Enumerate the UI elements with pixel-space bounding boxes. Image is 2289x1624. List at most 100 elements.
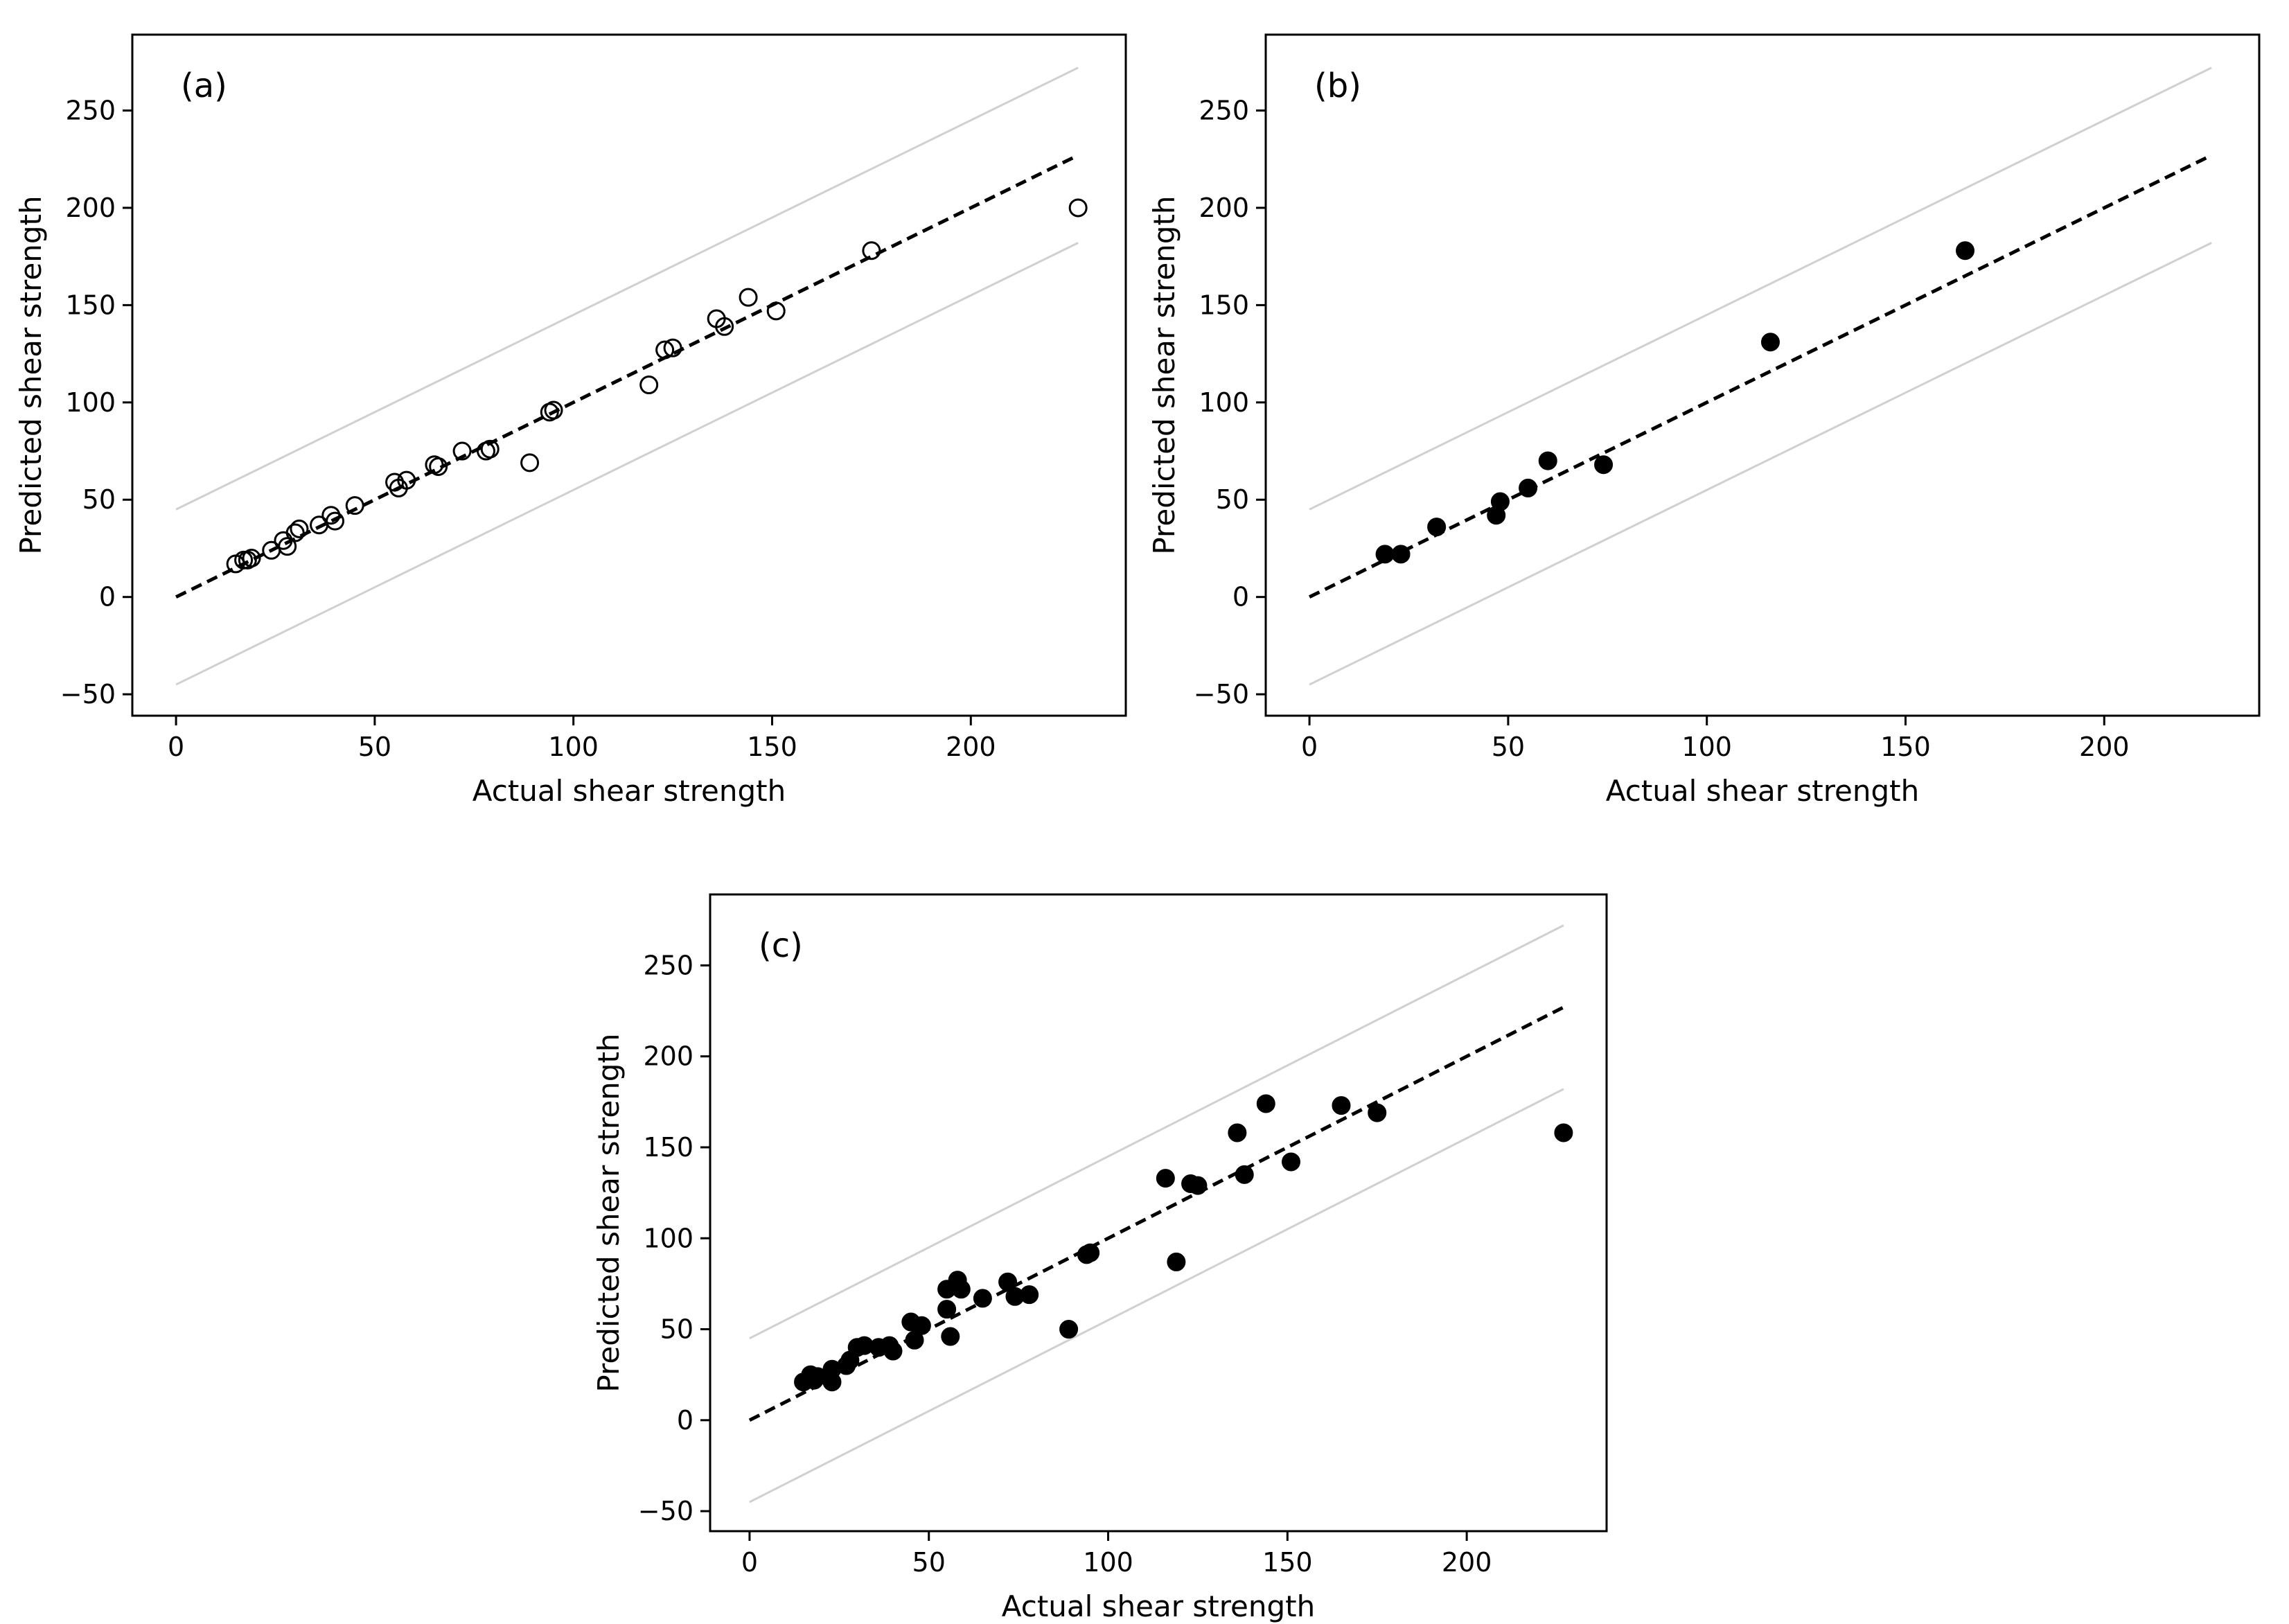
data-point: [715, 317, 734, 336]
data-point: [883, 1341, 903, 1361]
y-tick-label: 50: [660, 1314, 693, 1345]
data-point: [285, 523, 305, 542]
plot-area: [1308, 67, 2213, 686]
x-tick-label: 50: [912, 1547, 946, 1578]
x-tick-label: 50: [358, 732, 391, 762]
data-point: [663, 338, 682, 358]
data-point: [1554, 1123, 1573, 1142]
data-point: [1427, 518, 1447, 537]
data-point: [397, 470, 416, 490]
y-tick-label: 200: [643, 1041, 693, 1072]
data-point: [1228, 1123, 1247, 1142]
y-tick-label: 50: [82, 484, 116, 515]
y-tick-label: −50: [60, 679, 116, 709]
y-tick-label: 100: [643, 1223, 693, 1253]
data-point: [1375, 545, 1395, 564]
data-point: [480, 439, 500, 459]
data-point: [1391, 545, 1411, 564]
data-point: [1188, 1176, 1208, 1195]
data-point: [1368, 1103, 1387, 1122]
data-point: [345, 496, 364, 515]
data-point: [951, 1280, 971, 1299]
x-tick-label: 0: [1301, 732, 1318, 762]
upper-bound-line: [749, 924, 1564, 1340]
lower-bound-line: [175, 242, 1079, 686]
y-tick-label: 50: [1216, 484, 1249, 515]
data-point: [278, 537, 297, 556]
chart-panel-1: 0 50 100 150 200 −50 0 50 100 150 200 250 Actual she…: [14, 33, 1127, 808]
data-point: [1490, 492, 1510, 511]
x-tick-label: 100: [548, 732, 599, 762]
y-tick-label: 150: [1199, 290, 1249, 320]
data-point: [1538, 451, 1557, 470]
lower-bound-line: [749, 1088, 1564, 1503]
x-tick-label: 50: [1492, 732, 1525, 762]
plot-area: [748, 924, 1573, 1503]
y-tick-label: 0: [677, 1405, 693, 1436]
x-tick-label: 0: [741, 1547, 758, 1578]
data-point: [941, 1327, 960, 1346]
data-point: [912, 1316, 931, 1335]
data-point: [544, 400, 563, 420]
x-tick-label: 200: [946, 732, 996, 762]
upper-bound-line: [1309, 67, 2212, 511]
y-tick-label: 200: [65, 193, 116, 223]
upper-bound-line: [175, 67, 1079, 511]
data-point: [452, 441, 472, 461]
y-tick-label: 250: [643, 950, 693, 980]
y-tick-label: 0: [99, 582, 116, 612]
identity-line: [1308, 153, 2213, 599]
data-point: [937, 1300, 957, 1319]
y-tick-label: 200: [1199, 193, 1249, 223]
plot-frame: [709, 893, 1608, 1533]
data-point: [1332, 1096, 1351, 1115]
y-tick-label: 150: [65, 290, 116, 320]
data-point: [1167, 1252, 1186, 1271]
y-tick-label: 250: [1199, 96, 1249, 126]
x-axis-label: Actual shear strength: [472, 774, 786, 808]
x-tick-label: 150: [1880, 732, 1931, 762]
data-point: [1519, 478, 1538, 497]
x-tick-label: 150: [747, 732, 797, 762]
data-point: [1156, 1169, 1175, 1188]
x-tick-label: 150: [1262, 1547, 1313, 1578]
y-axis-label: Predicted shear strength: [14, 195, 48, 554]
y-tick-label: 100: [1199, 387, 1249, 418]
identity-line: [748, 1005, 1565, 1422]
y-tick-label: 0: [1232, 582, 1249, 612]
panel-label: (b): [1314, 67, 1361, 105]
data-point: [1282, 1152, 1301, 1172]
panel-label: (a): [181, 67, 227, 105]
data-point: [1235, 1165, 1254, 1184]
data-point: [739, 288, 758, 307]
plot-frame: [1264, 33, 2261, 717]
identity-line: [175, 153, 1079, 599]
plot-area: [175, 67, 1088, 686]
x-tick-label: 200: [1442, 1547, 1492, 1578]
x-tick-label: 0: [168, 732, 184, 762]
data-point: [1020, 1285, 1039, 1305]
data-point: [326, 511, 345, 531]
y-tick-label: 250: [65, 96, 116, 126]
y-tick-label: −50: [638, 1496, 693, 1526]
data-point: [520, 453, 540, 473]
y-tick-label: 100: [65, 387, 116, 418]
y-axis-label: Predicted shear strength: [1147, 195, 1181, 554]
x-tick-label: 200: [2079, 732, 2130, 762]
data-point: [1760, 333, 1780, 352]
data-point: [655, 340, 675, 360]
data-point: [639, 376, 659, 395]
data-point: [1256, 1094, 1275, 1113]
x-axis-label: Actual shear strength: [1002, 1589, 1316, 1623]
x-tick-label: 100: [1681, 732, 1732, 762]
data-point: [766, 301, 786, 321]
data-point: [973, 1289, 992, 1308]
data-point: [862, 241, 881, 261]
data-point: [1081, 1243, 1100, 1262]
panel-label: (c): [759, 926, 803, 965]
y-axis-label: Predicted shear strength: [592, 1033, 626, 1392]
y-tick-label: 150: [643, 1132, 693, 1163]
chart-panel-2: 0 50 100 150 200 −50 0 50 100 150 200 250 Actual she…: [1147, 33, 2261, 808]
data-point: [1956, 241, 1975, 261]
